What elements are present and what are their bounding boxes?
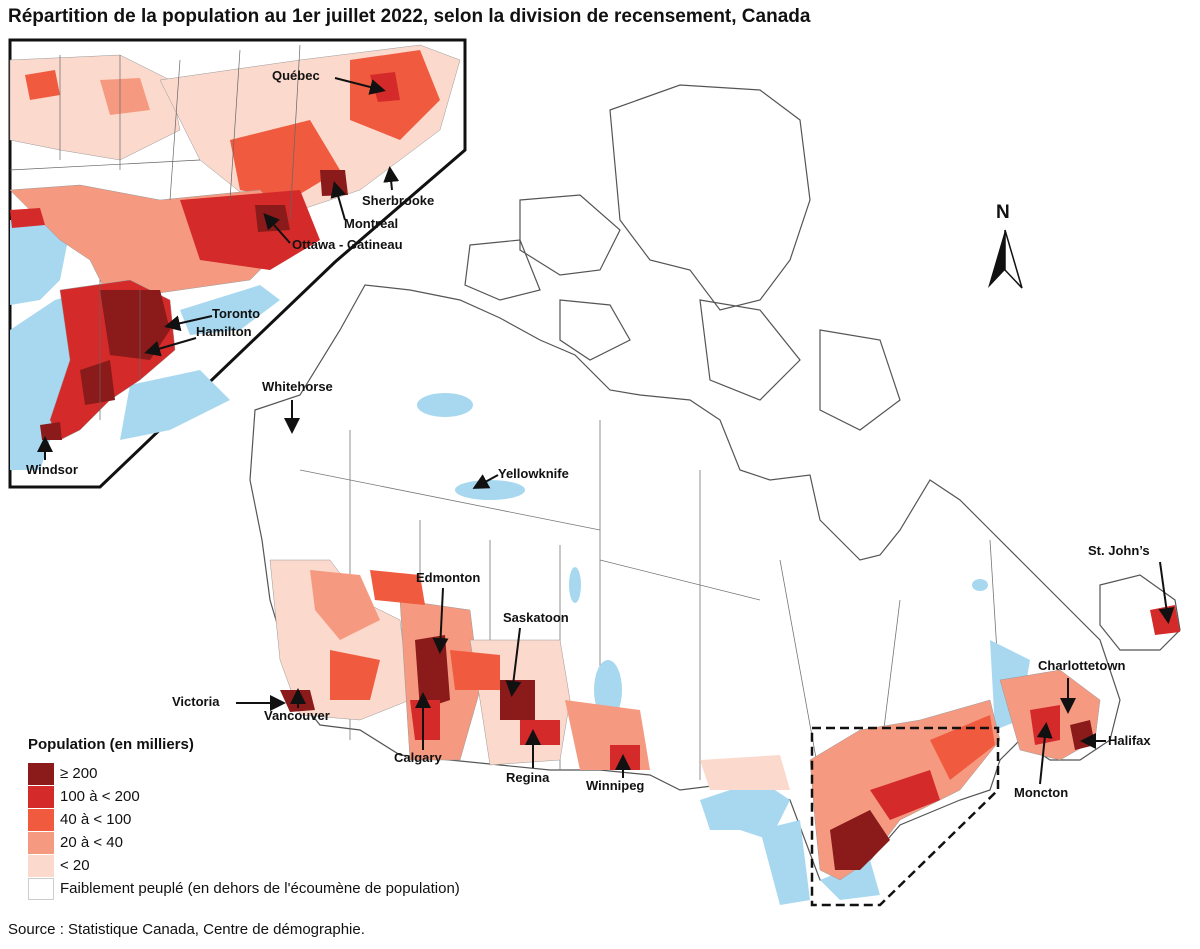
- legend-item: ≥ 200: [28, 761, 548, 785]
- arctic-islands: [464, 84, 901, 431]
- city-label-victoria: Victoria: [172, 694, 220, 709]
- legend-swatch: [28, 832, 54, 854]
- legend-label: < 20: [60, 857, 90, 874]
- north-label: N: [996, 202, 1010, 223]
- legend-label: 40 à < 100: [60, 811, 132, 828]
- legend-item: 40 à < 100: [28, 807, 548, 831]
- map-legend: Population (en milliers) ≥ 200 100 à < 2…: [28, 736, 548, 900]
- city-labels: Québec Sherbrooke Montréal Ottawa - Gati…: [26, 68, 1175, 800]
- city-label-winnipeg: Winnipeg: [586, 778, 644, 793]
- city-label-regina: Regina: [506, 770, 550, 785]
- map-title: Répartition de la population au 1er juil…: [8, 6, 811, 27]
- legend-label: 20 à < 40: [60, 834, 123, 851]
- city-label-toronto: Toronto: [212, 306, 260, 321]
- legend-swatch: [28, 809, 54, 831]
- legend-item: < 20: [28, 853, 548, 877]
- legend-item: 20 à < 40: [28, 830, 548, 854]
- city-label-whitehorse: Whitehorse: [262, 379, 333, 394]
- legend-swatch: [28, 855, 54, 877]
- inset-region-box: [810, 726, 1000, 907]
- city-label-sherbrooke: Sherbrooke: [362, 193, 434, 208]
- city-label-montreal: Montréal: [344, 216, 398, 231]
- legend-swatch: [28, 763, 54, 785]
- city-label-moncton: Moncton: [1014, 785, 1068, 800]
- legend-title: Population (en milliers): [28, 736, 194, 753]
- legend-item: 100 à < 200: [28, 784, 548, 808]
- city-label-stjohns: St. John’s: [1088, 543, 1150, 558]
- legend-item: Faiblement peuplé (en dehors de l'écoumè…: [28, 876, 548, 900]
- city-label-saskatoon: Saskatoon: [503, 610, 569, 625]
- city-label-halifax: Halifax: [1108, 733, 1151, 748]
- legend-label: ≥ 200: [60, 765, 98, 782]
- legend-label: Faiblement peuplé (en dehors de l'écoumè…: [60, 880, 460, 897]
- city-label-yellowknife: Yellowknife: [498, 466, 569, 481]
- city-label-charlottetown: Charlottetown: [1038, 658, 1125, 673]
- city-label-hamilton: Hamilton: [196, 324, 252, 339]
- source-note: Source : Statistique Canada, Centre de d…: [8, 921, 365, 938]
- legend-label: 100 à < 200: [60, 788, 140, 805]
- city-label-windsor: Windsor: [26, 462, 78, 477]
- city-label-quebec: Québec: [272, 68, 320, 83]
- city-label-calgary: Calgary: [394, 750, 442, 765]
- city-label-vancouver: Vancouver: [264, 708, 330, 723]
- legend-swatch: [28, 878, 54, 900]
- city-label-ottawa: Ottawa - Gatineau: [292, 237, 403, 252]
- city-label-edmonton: Edmonton: [416, 570, 480, 585]
- populated-regions: [269, 559, 650, 770]
- legend-swatch: [28, 786, 54, 808]
- north-arrow-icon: [988, 229, 1023, 289]
